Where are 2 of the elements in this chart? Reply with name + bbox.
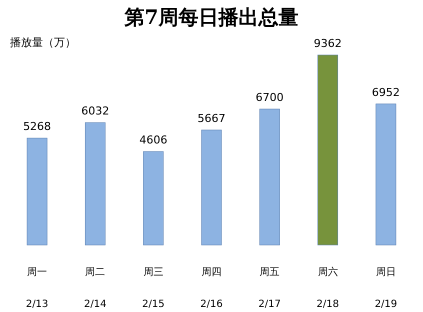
ylabel: 播放量（万） xyxy=(10,36,76,49)
title: 第7周每日播出总量 xyxy=(124,5,298,29)
